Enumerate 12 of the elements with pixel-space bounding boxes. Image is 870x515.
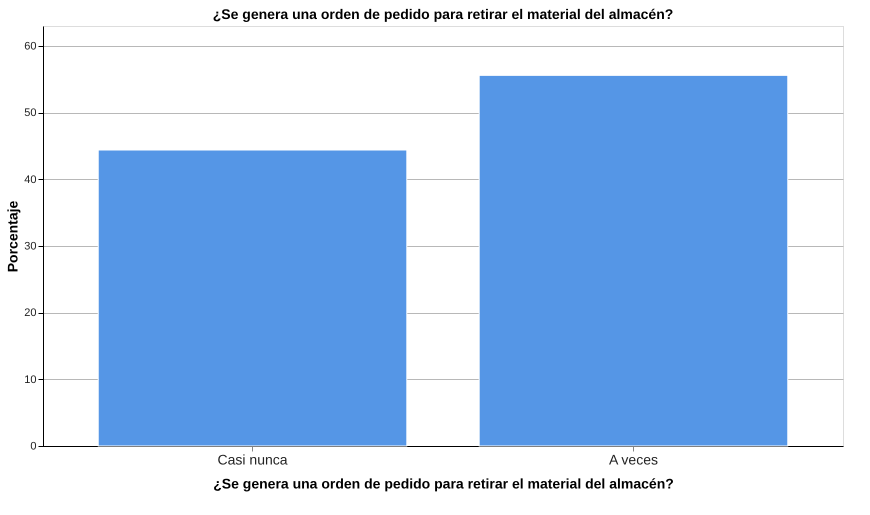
y-tick-label: 40 xyxy=(24,174,36,186)
y-axis-title: Porcentaje xyxy=(4,200,20,272)
y-tick-label: 10 xyxy=(24,374,36,386)
x-tick-label: Casi nunca xyxy=(218,452,288,468)
chart-title: ¿Se genera una orden de pedido para retirar el material del almacén? xyxy=(212,6,674,22)
x-tick-label: A veces xyxy=(608,452,658,468)
y-tick-label: 30 xyxy=(24,240,36,252)
x-axis-title: ¿Se genera una orden de pedido para retirar el material del almacén? xyxy=(213,476,674,492)
y-tick-label: 60 xyxy=(24,40,36,52)
y-tick-label: 0 xyxy=(30,440,36,452)
y-tick-label: 20 xyxy=(24,307,36,320)
y-tick-label: 50 xyxy=(24,107,36,120)
